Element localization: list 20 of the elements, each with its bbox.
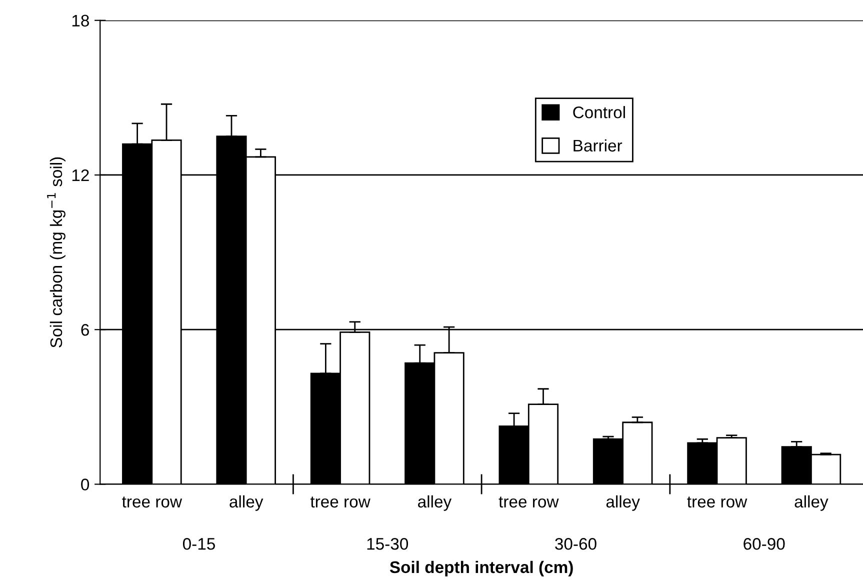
x-tick-label: alley — [606, 495, 640, 511]
y-tick-label: 18 — [72, 14, 89, 27]
x-tick-label: alley — [418, 495, 452, 511]
text: 30-60 — [555, 538, 596, 550]
x-tick-label: tree row — [687, 496, 748, 508]
text: 15-30 — [367, 538, 408, 550]
y-tick-label: 12 — [72, 169, 89, 182]
y-tick-label: 6 — [81, 324, 89, 336]
x-tick-label: tree row — [122, 496, 182, 508]
x-tick-label: alley — [230, 495, 264, 511]
legend-label: Barrier — [574, 139, 622, 152]
x-tick-label: tree row — [310, 496, 370, 508]
text: 0-15 — [182, 538, 215, 550]
x-tick-label: tree row — [498, 496, 559, 508]
y-axis-title: Soil carbon (mg kg$^{−1}$ soil) — [47, 157, 66, 348]
legend-label: Control — [573, 106, 625, 118]
x-tick-label: alley — [794, 495, 828, 511]
text: 60-90 — [744, 538, 785, 550]
x-axis-title: Soil depth interval (cm) — [390, 560, 573, 576]
y-tick-label: 0 — [81, 478, 90, 490]
